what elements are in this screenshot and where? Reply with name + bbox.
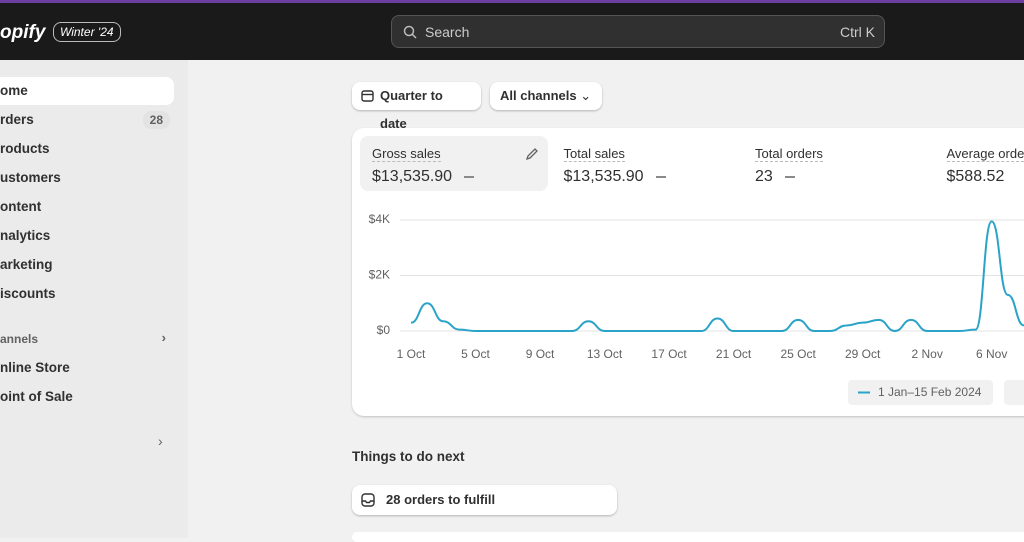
x-tick-label: 25 Oct xyxy=(780,347,816,361)
search-placeholder: Search xyxy=(425,24,469,40)
nav-item[interactable]: arketing xyxy=(0,251,174,279)
x-tick-label: 6 Nov xyxy=(976,347,1007,361)
x-tick-label: 29 Oct xyxy=(845,347,881,361)
line-series xyxy=(411,221,1024,331)
nav-item[interactable]: ontent xyxy=(0,193,174,221)
metric-value: 23 xyxy=(755,168,773,186)
sales-card: $0 $2K $4K 1 Oct 5 Oct 9 Oct 13 Oct 17 Oct 21 Oc… xyxy=(352,128,1024,416)
metric-value: $13,535.90 xyxy=(564,168,644,186)
trend-dash xyxy=(656,176,666,178)
todo-item[interactable]: 28 orders to fulfill xyxy=(352,485,617,515)
trend-dash xyxy=(785,176,795,178)
trend-dash xyxy=(464,176,474,178)
x-tick-label: 21 Oct xyxy=(716,347,752,361)
metric-label: Average orde xyxy=(947,145,1024,163)
calendar-icon xyxy=(361,89,374,102)
filter-label: All channels xyxy=(500,88,577,103)
channel-item[interactable]: oint of Sale xyxy=(0,389,73,404)
metric-value: $588.52 xyxy=(947,168,1005,186)
chart: $0 $2K $4K 1 Oct 5 Oct 9 Oct 13 Oct 17 Oct 21 Oc… xyxy=(352,128,1024,416)
x-tick-label: 13 Oct xyxy=(587,347,623,361)
x-tick-label: 5 Oct xyxy=(461,347,490,361)
channels-title[interactable]: annels› xyxy=(0,332,174,346)
nav-item[interactable]: ustomers xyxy=(0,164,174,192)
x-tick-label: 9 Oct xyxy=(526,347,555,361)
x-tick-label: 1 Oct xyxy=(397,347,426,361)
badge: 28 xyxy=(143,111,170,129)
nav-item[interactable]: roducts xyxy=(0,135,174,163)
metric-label-text: Average orde xyxy=(947,146,1024,162)
legend-more xyxy=(1004,380,1024,405)
metric-label: Gross sales xyxy=(372,145,441,163)
brand: opify xyxy=(0,22,45,44)
metric-label: Total sales xyxy=(564,145,625,163)
todo-title: Things to do next xyxy=(352,449,465,464)
channel-item[interactable]: nline Store xyxy=(0,360,70,375)
y-tick-label: $4K xyxy=(369,212,390,226)
nav-item[interactable]: nalytics xyxy=(0,222,174,250)
x-tick-label: 17 Oct xyxy=(651,347,687,361)
legend-label: 1 Jan–15 Feb 2024 xyxy=(878,385,982,399)
nav-item[interactable]: iscounts xyxy=(0,280,174,308)
metric-label-text: Total sales xyxy=(564,146,625,162)
nav-item[interactable]: ome xyxy=(0,77,174,105)
metric-label-text: Gross sales xyxy=(372,146,441,162)
next-card xyxy=(352,532,1024,542)
metric-label: Total orders xyxy=(755,145,823,163)
y-tick-label: $0 xyxy=(377,323,391,337)
y-tick-label: $2K xyxy=(369,268,390,282)
inbox-icon xyxy=(361,493,375,507)
filter-label: Quarter to date xyxy=(380,88,443,131)
chevron: › xyxy=(162,330,166,345)
chevron[interactable]: › xyxy=(158,433,163,449)
shortcut: Ctrl K xyxy=(840,24,875,40)
search-box[interactable]: Search Ctrl K xyxy=(391,15,885,48)
top-bar: opify Winter '24 Search Ctrl K xyxy=(0,0,1024,60)
search-icon xyxy=(403,25,417,39)
metric-label-text: Total orders xyxy=(755,146,823,162)
edition-badge: Winter '24 xyxy=(53,22,121,42)
date-filter[interactable]: Quarter to date xyxy=(352,82,481,110)
todo-label: 28 orders to fulfill xyxy=(386,492,495,507)
x-tick-label: 2 Nov xyxy=(911,347,942,361)
channel-filter[interactable]: All channels ⌄ xyxy=(490,82,602,110)
metric-value: $13,535.90 xyxy=(372,168,452,186)
